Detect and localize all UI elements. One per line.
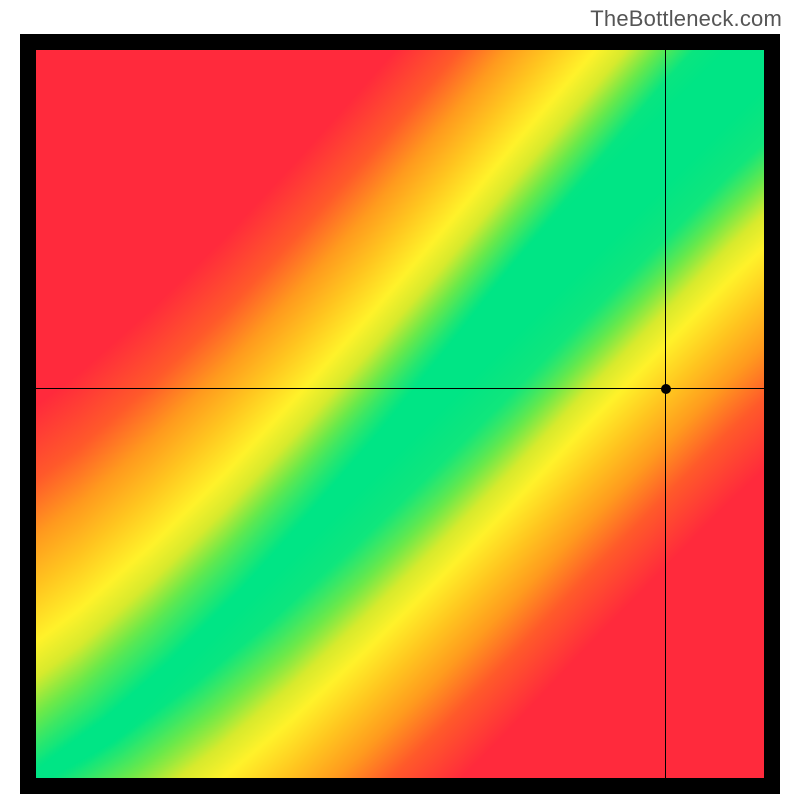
chart-container: TheBottleneck.com [0, 0, 800, 800]
marker-point [661, 384, 671, 394]
crosshair-vertical [665, 50, 666, 778]
watermark-text: TheBottleneck.com [590, 6, 782, 32]
plot-inner [36, 50, 764, 778]
heatmap-canvas [36, 50, 764, 778]
plot-frame [20, 34, 780, 794]
crosshair-horizontal [36, 388, 764, 389]
